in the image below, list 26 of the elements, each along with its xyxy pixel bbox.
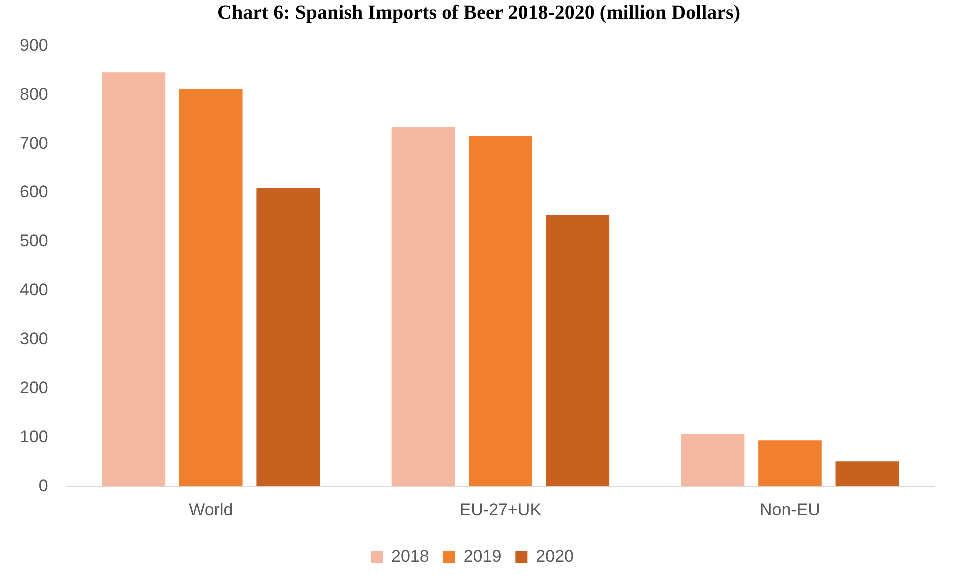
legend-label: 2018 bbox=[392, 547, 430, 566]
y-tick-label: 600 bbox=[20, 182, 48, 202]
y-tick-label: 900 bbox=[20, 36, 48, 55]
chart-title: Chart 6: Spanish Imports of Beer 2018-2020 (million Dollars) bbox=[216, 1, 742, 26]
bar bbox=[758, 440, 822, 487]
x-tick-label: World bbox=[189, 500, 234, 520]
x-tick-label: Non-EU bbox=[760, 500, 820, 520]
legend-label: 2019 bbox=[464, 547, 502, 566]
x-tick-label: EU-27+UK bbox=[460, 500, 542, 520]
y-tick-label: 500 bbox=[20, 232, 48, 251]
bar bbox=[179, 89, 243, 487]
y-tick-label: 700 bbox=[20, 134, 48, 153]
y-tick-label: 800 bbox=[20, 84, 48, 104]
bar bbox=[681, 434, 745, 487]
y-tick-label: 0 bbox=[38, 476, 48, 496]
bar bbox=[392, 126, 456, 487]
y-tick-label: 300 bbox=[20, 329, 48, 348]
bar bbox=[836, 462, 900, 487]
y-tick-label: 400 bbox=[20, 280, 48, 300]
bar bbox=[102, 72, 166, 487]
y-tick-label: 100 bbox=[20, 427, 48, 446]
bar bbox=[469, 136, 532, 487]
bar bbox=[546, 216, 610, 487]
bar bbox=[256, 188, 320, 487]
y-tick-label: 200 bbox=[20, 378, 48, 398]
legend-label: 2020 bbox=[536, 547, 574, 566]
